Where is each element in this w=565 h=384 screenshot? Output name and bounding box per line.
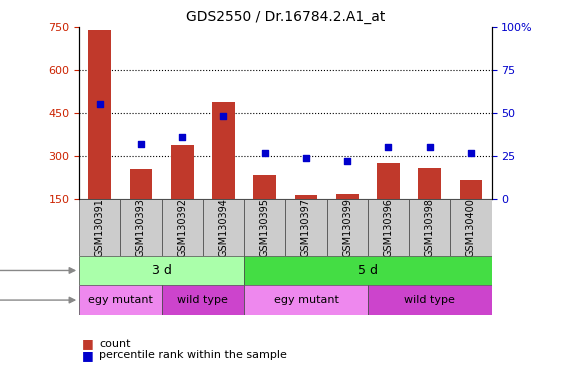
Bar xyxy=(327,199,368,256)
Bar xyxy=(418,168,441,199)
Bar xyxy=(294,195,318,199)
Bar xyxy=(203,199,244,256)
Text: 3 d: 3 d xyxy=(151,264,172,277)
Bar xyxy=(244,285,368,315)
Text: wild type: wild type xyxy=(404,295,455,305)
Text: GSM130400: GSM130400 xyxy=(466,198,476,257)
Text: egy mutant: egy mutant xyxy=(273,295,338,305)
Bar xyxy=(162,285,244,315)
Text: GSM130399: GSM130399 xyxy=(342,198,352,257)
Bar xyxy=(450,199,492,256)
Text: wild type: wild type xyxy=(177,295,228,305)
Point xyxy=(219,113,228,119)
Text: GSM130392: GSM130392 xyxy=(177,198,187,257)
Bar xyxy=(459,180,483,199)
Bar xyxy=(368,199,409,256)
Point xyxy=(302,155,311,161)
Title: GDS2550 / Dr.16784.2.A1_at: GDS2550 / Dr.16784.2.A1_at xyxy=(186,10,385,25)
Bar xyxy=(79,199,120,256)
Text: 5 d: 5 d xyxy=(358,264,378,277)
Text: GSM130395: GSM130395 xyxy=(260,198,270,257)
Point xyxy=(467,149,476,156)
Point xyxy=(260,149,270,156)
Bar xyxy=(244,199,285,256)
Bar xyxy=(368,285,492,315)
Bar xyxy=(409,199,450,256)
Text: GSM130393: GSM130393 xyxy=(136,198,146,257)
Point xyxy=(384,144,393,151)
Bar xyxy=(162,199,203,256)
Text: GSM130394: GSM130394 xyxy=(219,198,228,257)
Bar xyxy=(285,199,327,256)
Text: percentile rank within the sample: percentile rank within the sample xyxy=(99,350,287,360)
Bar xyxy=(171,145,194,199)
Text: age: age xyxy=(0,265,75,275)
Bar xyxy=(88,30,111,199)
Text: GSM130391: GSM130391 xyxy=(95,198,105,257)
Point xyxy=(95,101,105,108)
Bar xyxy=(377,163,400,199)
Bar xyxy=(336,194,359,199)
Text: genotype/variation: genotype/variation xyxy=(0,295,75,305)
Bar xyxy=(244,256,492,285)
Bar xyxy=(129,169,153,199)
Text: egy mutant: egy mutant xyxy=(88,295,153,305)
Bar xyxy=(120,199,162,256)
Point xyxy=(425,144,434,151)
Bar xyxy=(212,101,235,199)
Text: GSM130397: GSM130397 xyxy=(301,198,311,257)
Text: GSM130398: GSM130398 xyxy=(425,198,434,257)
Text: ■: ■ xyxy=(82,337,94,350)
Point xyxy=(342,158,351,164)
Text: count: count xyxy=(99,339,131,349)
Bar xyxy=(79,256,244,285)
Bar xyxy=(79,285,162,315)
Point xyxy=(178,134,187,140)
Text: ■: ■ xyxy=(82,349,94,362)
Point xyxy=(137,141,146,147)
Bar xyxy=(253,175,276,199)
Text: GSM130396: GSM130396 xyxy=(384,198,393,257)
